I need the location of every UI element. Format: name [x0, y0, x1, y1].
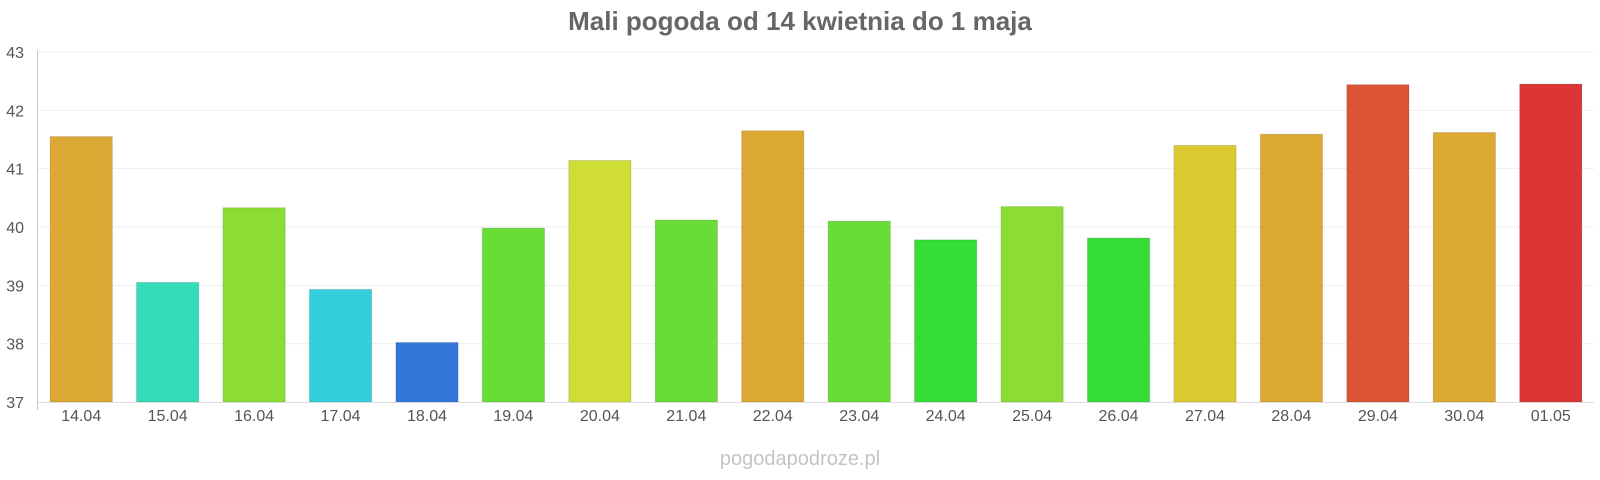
- bar-14.04[interactable]: [49, 136, 113, 403]
- y-tick-label: 37: [6, 395, 24, 412]
- x-tick-label: 29.04: [1358, 408, 1398, 425]
- bar-15.04[interactable]: [136, 281, 200, 403]
- y-tick-label: 41: [6, 162, 24, 179]
- x-tick-label: 17.04: [321, 408, 361, 425]
- x-tick-label: 30.04: [1444, 408, 1484, 425]
- x-tick-label: 24.04: [926, 408, 966, 425]
- x-tick-label: 16.04: [234, 408, 274, 425]
- x-tick-label: 20.04: [580, 408, 620, 425]
- y-tick-label: 42: [6, 103, 24, 120]
- bar-30.04[interactable]: [1432, 132, 1496, 403]
- x-tick-label: 19.04: [493, 408, 533, 425]
- bar-22.04[interactable]: [741, 130, 805, 403]
- x-tick-label: 28.04: [1271, 408, 1311, 425]
- bar-28.04[interactable]: [1259, 133, 1324, 403]
- watermark: pogodapodroze.pl: [719, 448, 881, 470]
- bar-24.04[interactable]: [914, 239, 978, 403]
- x-tick-label: 22.04: [753, 408, 793, 425]
- bar-25.04[interactable]: [1000, 206, 1064, 403]
- y-tick-label: 43: [6, 45, 24, 62]
- x-tick-labels: 14.04 15.04 16.04 17.04 18.04 19.04 20.04 21.04…: [61, 408, 1571, 425]
- x-tick-label: 27.04: [1185, 408, 1225, 425]
- x-tick-label: 26.04: [1099, 408, 1139, 425]
- bar-21.04[interactable]: [654, 219, 718, 403]
- x-tick-label: 14.04: [61, 408, 101, 425]
- bar-17.04[interactable]: [308, 288, 373, 403]
- x-tick-label: 15.04: [148, 408, 188, 425]
- x-tick-label: 01.05: [1531, 408, 1571, 425]
- bar-29.04[interactable]: [1346, 84, 1410, 403]
- x-tick-label: 25.04: [1012, 408, 1052, 425]
- y-tick-labels: 37 38 39 40 41 42 43: [6, 45, 24, 412]
- axes: [37, 50, 1594, 410]
- bar-19.04[interactable]: [481, 227, 546, 403]
- bar-20.04[interactable]: [568, 160, 632, 403]
- bar-27.04[interactable]: [1173, 144, 1237, 403]
- grid-lines: [38, 51, 1594, 345]
- bars: [49, 83, 1583, 403]
- bar-26.04[interactable]: [1086, 237, 1151, 403]
- bar-16.04[interactable]: [222, 207, 286, 403]
- y-tick-label: 40: [6, 220, 24, 237]
- x-tick-label: 21.04: [666, 408, 706, 425]
- x-tick-label: 23.04: [839, 408, 879, 425]
- bar-18.04[interactable]: [395, 342, 459, 403]
- bar-01.05[interactable]: [1519, 83, 1583, 403]
- y-tick-label: 39: [6, 278, 24, 295]
- chart-title: Mali pogoda od 14 kwietnia do 1 maja: [568, 6, 1032, 36]
- y-tick-label: 38: [6, 337, 24, 354]
- x-tick-label: 18.04: [407, 408, 447, 425]
- bar-23.04[interactable]: [827, 220, 891, 403]
